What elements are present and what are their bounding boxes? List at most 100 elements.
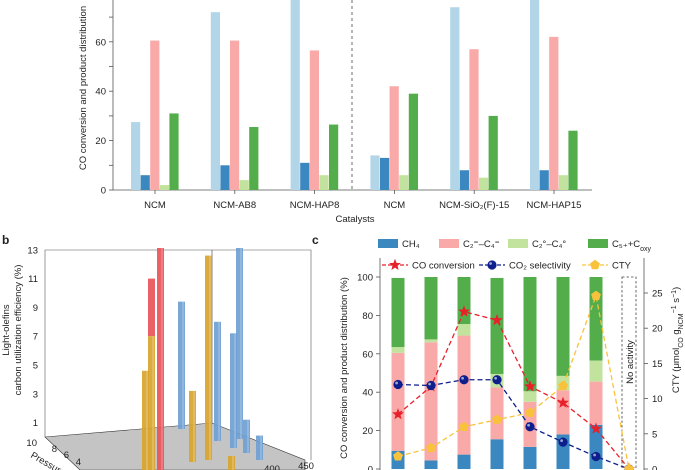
y2-tick-label: 10 <box>652 394 663 405</box>
bar <box>539 170 549 190</box>
stacked-bar-segment <box>589 424 603 469</box>
legend-label-text: CH₄ <box>402 239 420 250</box>
bar <box>239 180 249 190</box>
data-point-pentagon <box>591 290 601 300</box>
bar <box>549 36 559 190</box>
stacked-bar-segment <box>391 347 405 353</box>
data-point-circle-shine <box>593 453 596 457</box>
stacked-bar-segment <box>523 391 537 402</box>
bar-3d <box>243 419 250 453</box>
x-axis-label: Catalysts <box>335 214 374 225</box>
y2-label-part: s <box>671 298 682 306</box>
legend-swatch <box>508 239 528 248</box>
bar-3d <box>157 248 164 470</box>
stacked-bar-segment <box>424 277 438 340</box>
stacked-bar-segment <box>457 454 471 469</box>
data-point-circle <box>591 451 601 462</box>
stacked-bar-segment <box>391 352 405 451</box>
legend-label: C₅₊+Coxy <box>612 239 652 253</box>
data-point-circle <box>525 422 535 432</box>
data-point-circle <box>426 380 436 391</box>
stacked-bar-segment <box>589 381 603 425</box>
data-point-circle <box>492 375 502 385</box>
series-line <box>397 293 630 470</box>
series-line <box>397 379 630 470</box>
bar <box>309 50 319 190</box>
box-frame <box>44 249 312 460</box>
bar <box>159 185 169 190</box>
bar <box>319 175 329 190</box>
bar-3d <box>214 321 221 441</box>
x-tick-label: NCM <box>144 200 166 211</box>
data-point-circle <box>459 375 469 385</box>
legend-label: CO conversion <box>412 261 475 272</box>
y-tick-label: 100 <box>357 273 373 284</box>
stacked-bar-segment <box>490 439 504 469</box>
stacked-bar-segment <box>523 277 537 392</box>
data-point-star <box>392 408 404 420</box>
bar <box>568 130 578 190</box>
bar <box>220 165 230 190</box>
bar <box>329 124 339 190</box>
data-point-pentagon <box>525 407 535 417</box>
x-tick-label: NCM <box>384 200 406 211</box>
bar-3d <box>228 456 235 470</box>
pressure-tick-label: 6 <box>64 450 69 461</box>
stacked-bar-segment <box>523 446 537 469</box>
data-point-pentagon <box>459 421 469 431</box>
y-tick-label: 11 <box>28 274 38 285</box>
temperature-tick-label: 450 <box>298 461 314 470</box>
y-tick-label: 13 <box>27 245 38 256</box>
data-point-circle <box>558 437 568 447</box>
bar <box>169 113 179 190</box>
legend-label-text: C₂°–C₄° <box>532 239 566 250</box>
data-point-pentagon <box>492 414 502 424</box>
y2-axis-label: CTY (μmolCO gNCM−1 s−1) <box>671 287 685 393</box>
stacked-bar-segment <box>589 277 603 361</box>
data-point-star <box>491 314 503 326</box>
data-point-star <box>524 380 536 392</box>
stacked-bar-segment <box>391 277 405 348</box>
no-activity-box <box>621 276 637 470</box>
legend-marker-circle-shine <box>489 262 492 265</box>
legend-label-text: C₂⁼–C₄⁼ <box>463 239 500 250</box>
legend-label: CH₄ <box>402 239 420 250</box>
bar <box>450 7 460 190</box>
temperature-tick-label: 400 <box>264 464 280 470</box>
stacked-bar-segment <box>424 460 438 469</box>
bar <box>290 0 300 190</box>
x-tick-label: NCM-HAP8 <box>290 200 340 211</box>
data-point-circle-shine <box>527 423 530 427</box>
bar <box>469 49 479 191</box>
y-tick-label: 60 <box>95 37 106 48</box>
panel-label-c: c <box>312 233 319 247</box>
y2-label-part: CO <box>678 337 685 348</box>
y2-label-part: −1 <box>671 305 678 313</box>
pressure-tick-label: 4 <box>76 457 81 468</box>
stacked-bar-segment <box>457 335 471 455</box>
series-line <box>397 310 630 470</box>
stacked-bar-segment <box>490 277 504 374</box>
y-tick-label: 0 <box>368 465 373 470</box>
bar-3d <box>189 390 196 462</box>
legend-swatch <box>439 239 459 248</box>
bar <box>459 170 469 190</box>
stacked-bar-segment <box>589 360 603 382</box>
data-point-pentagon <box>393 451 403 461</box>
legend-label: CO₂ selectivity <box>509 261 571 272</box>
y-axis-label: CO conversion and product distribution (… <box>339 277 350 459</box>
legend-swatch <box>588 239 608 248</box>
panel-c-chart: c 0 20 40 60 80 100 0 5 10 15 20 25 CO conversion and… <box>312 233 685 470</box>
floor-plane <box>44 422 306 470</box>
y-tick-label: 20 <box>362 426 373 437</box>
bar <box>370 155 380 190</box>
pressure-tick-label: 8 <box>52 444 57 455</box>
bar <box>150 40 160 190</box>
y2-label-part: ) <box>671 287 682 290</box>
bar <box>131 122 141 190</box>
bar-3d <box>142 370 149 470</box>
stacked-bar-segment <box>457 324 471 336</box>
panel-a-chart: 0 20 40 60 CO conversion and product distrib… <box>78 0 592 225</box>
